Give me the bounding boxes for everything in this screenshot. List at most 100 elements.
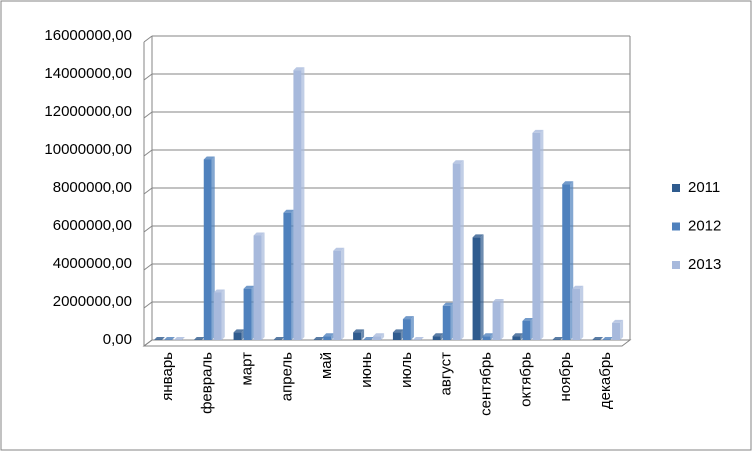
bar	[432, 336, 441, 340]
y-tick-label: 0,00	[103, 331, 132, 348]
bar	[283, 212, 292, 340]
bar-top	[532, 129, 544, 133]
bar-top	[492, 299, 504, 302]
bar-side	[460, 160, 464, 340]
x-tick-label: июль	[398, 352, 415, 388]
bar-side	[580, 285, 584, 340]
bar-top	[313, 337, 325, 340]
bar-top	[193, 337, 205, 340]
y-tick-label: 6000000,00	[53, 217, 132, 234]
bar	[532, 132, 541, 340]
bar-top	[163, 337, 175, 340]
bar-side	[221, 289, 225, 340]
bar	[522, 321, 531, 340]
y-tick-label: 2000000,00	[53, 293, 132, 310]
bar-top	[522, 318, 534, 321]
bar-side	[500, 299, 504, 340]
bar-top	[432, 333, 444, 337]
bar	[442, 305, 451, 340]
bar	[243, 288, 252, 340]
bar-top	[452, 160, 464, 164]
bar-side	[410, 316, 414, 340]
bar-top	[552, 337, 564, 340]
bar	[213, 292, 222, 340]
bar	[392, 332, 401, 340]
bar-top	[363, 337, 375, 340]
x-tick-label: апрель	[278, 352, 295, 401]
bar-top	[233, 329, 245, 333]
bar-top	[353, 329, 365, 333]
bar	[562, 184, 571, 340]
grid-line-side	[143, 301, 153, 309]
bar-top	[293, 67, 305, 71]
x-tick-label: май	[318, 352, 335, 379]
bar-top	[412, 337, 424, 340]
bar	[293, 70, 302, 340]
floor	[142, 339, 632, 347]
bar-top	[482, 333, 494, 337]
bar-top	[602, 337, 614, 340]
bar-side	[381, 333, 385, 340]
grid-line-side	[143, 35, 153, 43]
x-tick-label: март	[239, 352, 256, 386]
bar-top	[333, 247, 345, 251]
bar-side	[341, 247, 345, 340]
bar	[203, 159, 212, 340]
bar-top	[442, 302, 454, 306]
bar	[402, 319, 411, 340]
legend-swatch	[672, 261, 680, 269]
grid-line-side	[143, 149, 153, 157]
bar-side	[301, 67, 305, 340]
bar-top	[402, 316, 414, 320]
bar	[452, 163, 461, 340]
grid-line-side	[143, 187, 153, 195]
bar-side	[361, 329, 365, 340]
legend-label: 2013	[688, 256, 721, 273]
grid-line-side	[143, 225, 153, 233]
bar-top	[392, 329, 404, 333]
bar-top	[213, 289, 225, 293]
bar-top	[253, 232, 265, 236]
x-tick-label: ноябрь	[557, 352, 574, 402]
y-tick-label: 12000000,00	[44, 103, 132, 120]
bar-top	[323, 333, 335, 337]
bar-top	[572, 285, 584, 289]
bar-top	[153, 337, 165, 340]
bar	[482, 336, 491, 340]
y-tick-label: 16000000,00	[44, 27, 132, 44]
grid-line-side	[143, 111, 153, 119]
grid-line-side	[143, 73, 153, 81]
x-tick-label: январь	[159, 352, 176, 401]
bar-top	[203, 156, 215, 160]
grid-line-side	[143, 339, 153, 347]
bar-top	[173, 337, 185, 340]
y-tick-label: 8000000,00	[53, 179, 132, 196]
x-tick-label: декабрь	[597, 352, 614, 409]
bar	[373, 336, 382, 340]
x-tick-label: август	[438, 352, 455, 396]
y-tick-label: 4000000,00	[53, 255, 132, 272]
x-tick-label: октябрь	[517, 352, 534, 407]
x-tick-label: июнь	[358, 352, 375, 388]
legend-label: 2012	[688, 217, 721, 234]
bar-top	[612, 319, 624, 323]
bar	[512, 336, 521, 340]
bar	[233, 332, 242, 340]
bar	[323, 336, 332, 340]
bar-side	[540, 129, 544, 340]
legend-swatch	[672, 222, 680, 231]
bar	[253, 235, 262, 340]
bar	[472, 237, 481, 340]
bar-side	[480, 234, 484, 340]
y-tick-label: 10000000,00	[44, 141, 132, 158]
x-tick-label: февраль	[199, 352, 216, 414]
bar-top	[373, 333, 385, 337]
bar-top	[283, 209, 295, 213]
bar	[333, 250, 342, 340]
grid-line-side	[143, 263, 153, 271]
bar-top	[592, 337, 604, 340]
x-tick-label: сентябрь	[478, 352, 495, 416]
bar-side	[261, 232, 265, 340]
bar	[492, 302, 501, 340]
